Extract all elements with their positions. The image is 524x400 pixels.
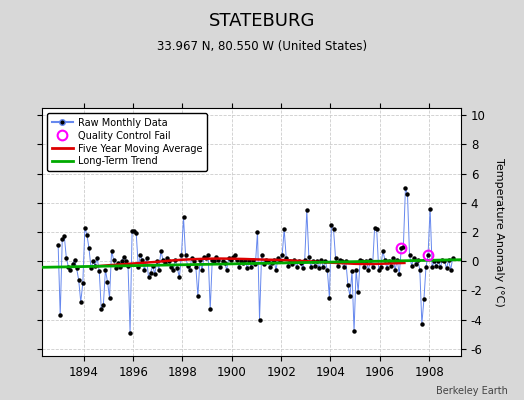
Text: 33.967 N, 80.550 W (United States): 33.967 N, 80.550 W (United States) bbox=[157, 40, 367, 53]
Text: Berkeley Earth: Berkeley Earth bbox=[436, 386, 508, 396]
Text: STATEBURG: STATEBURG bbox=[209, 12, 315, 30]
Y-axis label: Temperature Anomaly (°C): Temperature Anomaly (°C) bbox=[494, 158, 504, 306]
Legend: Raw Monthly Data, Quality Control Fail, Five Year Moving Average, Long-Term Tren: Raw Monthly Data, Quality Control Fail, … bbox=[47, 113, 208, 171]
